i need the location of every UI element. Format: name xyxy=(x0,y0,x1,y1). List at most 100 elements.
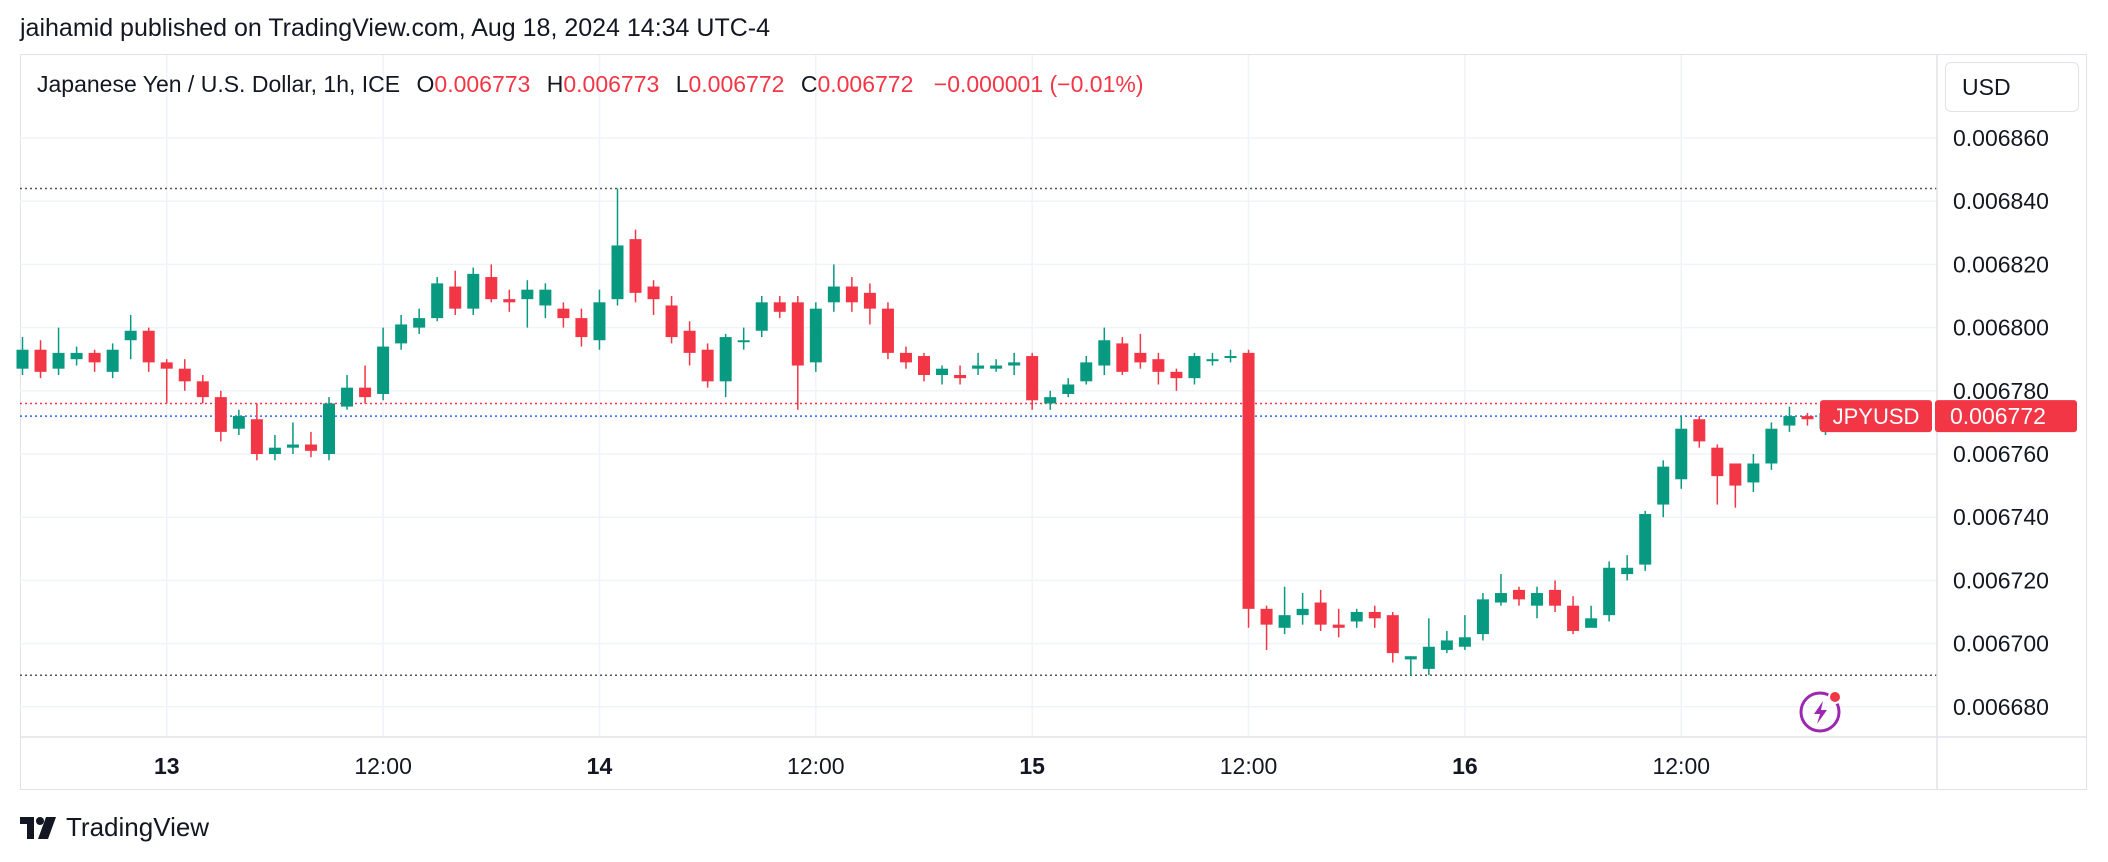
candle[interactable] xyxy=(719,333,732,398)
candle[interactable] xyxy=(1224,349,1237,363)
candle[interactable] xyxy=(196,375,209,404)
candle[interactable] xyxy=(16,337,29,375)
candle[interactable] xyxy=(1639,510,1652,571)
candle[interactable] xyxy=(863,283,876,325)
candle[interactable] xyxy=(124,314,137,360)
candle[interactable] xyxy=(413,308,426,334)
candle[interactable] xyxy=(214,390,227,442)
candle[interactable] xyxy=(737,327,750,350)
candle[interactable] xyxy=(268,435,281,461)
candle[interactable] xyxy=(485,264,498,303)
candle[interactable] xyxy=(70,346,83,366)
candle[interactable] xyxy=(1404,656,1417,676)
candle[interactable] xyxy=(1278,586,1291,635)
candle[interactable] xyxy=(142,327,155,372)
candle[interactable] xyxy=(178,359,191,391)
candle[interactable] xyxy=(1152,352,1165,385)
candle[interactable] xyxy=(88,349,101,372)
candle[interactable] xyxy=(1080,356,1093,385)
candle[interactable] xyxy=(683,321,696,366)
candle[interactable] xyxy=(972,352,985,375)
candle[interactable] xyxy=(701,343,714,388)
candle[interactable] xyxy=(791,296,804,410)
candle[interactable] xyxy=(918,352,930,382)
candle[interactable] xyxy=(503,289,516,312)
candle[interactable] xyxy=(1549,580,1562,612)
candle[interactable] xyxy=(232,409,245,436)
candle[interactable] xyxy=(1494,574,1507,606)
candle[interactable] xyxy=(1765,422,1778,470)
candle[interactable] xyxy=(1531,586,1544,619)
candle[interactable] xyxy=(1783,406,1796,432)
candle[interactable] xyxy=(1296,593,1309,625)
candlestick-chart[interactable]: 0.006860 0.006840 0.006820 0.006800 0.006780… xyxy=(0,0,2108,800)
candle[interactable] xyxy=(827,264,840,312)
candle[interactable] xyxy=(1350,608,1363,628)
candle[interactable] xyxy=(1512,586,1525,606)
currency-selector[interactable]: USD xyxy=(1945,62,2079,112)
candle[interactable] xyxy=(954,365,967,385)
candle[interactable] xyxy=(1098,327,1111,375)
candle[interactable] xyxy=(1044,390,1057,410)
candle[interactable] xyxy=(395,314,408,350)
candle[interactable] xyxy=(1026,352,1039,410)
candle[interactable] xyxy=(34,340,47,379)
candle[interactable] xyxy=(611,188,624,306)
candle[interactable] xyxy=(1458,615,1471,650)
candle[interactable] xyxy=(593,289,606,350)
candle[interactable] xyxy=(1116,337,1129,375)
candle[interactable] xyxy=(845,277,858,312)
candle[interactable] xyxy=(1062,378,1075,398)
candle[interactable] xyxy=(1134,333,1147,369)
candle[interactable] xyxy=(1747,454,1760,492)
candle[interactable] xyxy=(377,327,390,401)
candle[interactable] xyxy=(881,302,894,360)
candle[interactable] xyxy=(809,302,822,372)
candle[interactable] xyxy=(1567,596,1580,635)
candle[interactable] xyxy=(323,397,336,461)
candle[interactable] xyxy=(106,343,119,379)
candle[interactable] xyxy=(936,365,949,385)
candle[interactable] xyxy=(665,296,678,344)
candle[interactable] xyxy=(1476,593,1489,641)
candle[interactable] xyxy=(1693,416,1706,448)
candle[interactable] xyxy=(1332,608,1345,638)
candle[interactable] xyxy=(647,280,660,315)
candle[interactable] xyxy=(341,375,354,410)
candle[interactable] xyxy=(773,296,786,319)
candle[interactable] xyxy=(990,359,1003,372)
candle[interactable] xyxy=(1314,589,1327,631)
candle[interactable] xyxy=(160,359,173,404)
candle[interactable] xyxy=(250,403,263,461)
candle[interactable] xyxy=(1008,352,1021,375)
candle[interactable] xyxy=(1675,416,1688,489)
candle[interactable] xyxy=(1621,555,1634,581)
candle[interactable] xyxy=(755,296,768,338)
candle[interactable] xyxy=(431,277,444,322)
candle[interactable] xyxy=(1188,352,1201,385)
candle[interactable] xyxy=(1657,460,1670,518)
candle[interactable] xyxy=(575,308,588,347)
candle[interactable] xyxy=(1170,368,1183,391)
candle[interactable] xyxy=(1422,618,1435,676)
candle[interactable] xyxy=(1368,605,1381,628)
candle[interactable] xyxy=(359,365,372,404)
candle[interactable] xyxy=(1711,444,1724,505)
candle[interactable] xyxy=(1729,463,1742,508)
candle[interactable] xyxy=(1386,612,1399,663)
candle[interactable] xyxy=(899,346,912,369)
candle[interactable] xyxy=(1585,605,1598,628)
candle[interactable] xyxy=(286,422,299,454)
candle[interactable] xyxy=(1206,352,1219,366)
candle[interactable] xyxy=(1603,561,1616,622)
candle[interactable] xyxy=(52,327,65,375)
candle[interactable] xyxy=(304,431,317,458)
candle[interactable] xyxy=(1801,412,1814,426)
candle[interactable] xyxy=(449,270,462,315)
candle[interactable] xyxy=(557,302,570,328)
candle[interactable] xyxy=(1242,349,1255,628)
candle[interactable] xyxy=(539,283,552,319)
candle[interactable] xyxy=(1260,605,1273,650)
candle[interactable] xyxy=(1440,630,1453,654)
candle[interactable] xyxy=(521,280,534,328)
